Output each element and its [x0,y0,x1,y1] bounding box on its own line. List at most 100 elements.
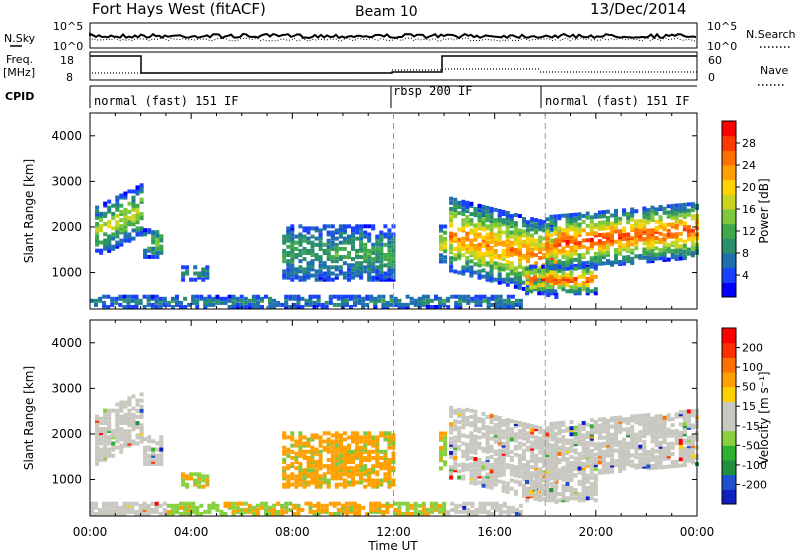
range-cell [585,215,590,220]
range-cell [465,266,470,271]
range-cell [127,429,132,434]
range-cell [235,507,240,512]
range-cell [509,230,514,235]
range-cell [526,445,530,450]
range-cell [197,472,202,477]
range-cell [610,238,614,243]
range-cell [99,447,104,452]
range-cell [298,224,303,229]
range-cell [205,478,210,483]
range-cell [139,392,144,397]
range-cell [243,296,248,301]
range-cell [401,305,406,309]
range-cell [379,230,384,235]
range-cell [391,445,396,450]
range-cell [542,464,547,469]
range-cell [401,512,406,516]
range-cell [469,474,474,479]
range-cell [114,501,119,506]
range-cell [538,428,543,433]
range-cell [314,449,319,454]
range-cell [103,447,108,452]
range-cell [453,206,458,210]
range-cell [340,507,345,512]
range-cell [123,400,128,405]
range-cell [626,453,631,458]
range-cell [338,449,343,454]
range-cell [601,224,606,229]
range-cell [298,275,303,280]
range-cell [316,507,321,512]
range-cell [505,432,510,437]
range-cell [465,446,470,451]
range-cell [557,460,562,465]
range-cell [489,227,494,232]
range-cell [290,251,295,255]
range-cell [662,465,667,469]
range-cell [439,452,443,457]
range-cell [334,433,339,438]
range-cell [650,255,655,259]
range-cell [179,505,183,510]
range-cell [99,437,104,442]
range-cell [510,505,515,510]
range-cell [453,458,458,463]
range-cell [585,463,590,468]
range-cell [381,302,386,307]
range-cell [457,414,462,418]
range-cell [443,443,448,448]
range-cell [526,220,530,225]
range-cell [630,213,635,218]
range-cell [622,437,627,442]
range-cell [114,512,119,516]
range-cell [387,232,392,237]
range-cell [123,238,128,243]
range-cell [334,431,339,436]
range-cell [122,305,127,309]
range-cell [585,451,590,456]
range-cell [597,442,602,447]
range-cell [662,258,667,262]
range-cell [306,230,311,235]
range-cell [367,441,372,446]
range-cell [517,279,522,284]
range-cell [334,484,339,489]
range-cell [577,423,582,428]
range-cell [454,294,459,299]
range-cell [573,425,578,430]
range-cell [429,305,434,309]
range-cell [290,246,295,251]
range-cell [561,457,566,462]
range-cell [538,239,543,244]
range-cell [134,305,139,309]
range-cell [610,445,614,450]
range-cell [159,453,164,458]
range-cell [485,425,490,430]
range-cell [434,296,438,301]
range-cell [282,431,287,436]
range-cell [466,509,471,514]
range-cell [658,418,663,423]
range-cell [453,466,458,471]
range-cell [187,503,192,508]
range-cell [143,228,148,233]
range-cell [123,412,128,417]
range-cell [501,462,506,467]
colorbar-swatch [722,386,736,402]
range-cell [409,503,414,508]
range-cell [290,267,295,272]
range-cell [389,298,394,303]
range-cell [95,234,100,239]
range-cell [545,496,550,501]
range-cell [493,253,498,258]
range-cell [473,481,478,486]
range-cell [359,226,364,231]
range-cell [135,421,140,426]
power-colorbar-label: Power [dB] [757,178,771,243]
range-cell [469,242,474,247]
range-cell [139,230,144,235]
range-cell [662,452,667,457]
range-cell [569,432,574,437]
range-cell [111,408,116,413]
range-cell [517,271,522,276]
